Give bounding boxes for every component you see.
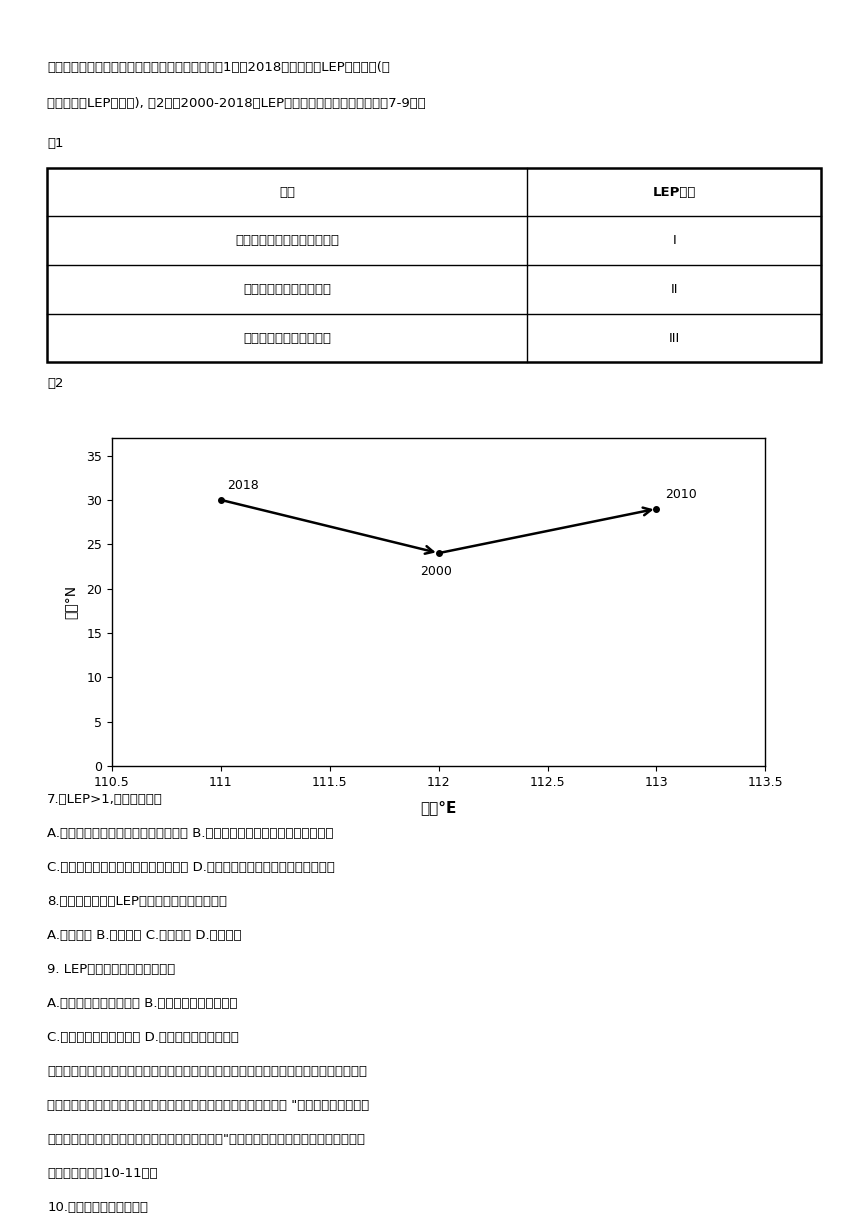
Text: III: III xyxy=(668,332,680,344)
Bar xyxy=(47,168,821,362)
Text: A.人均收入 B.机场数量 C.城市区位 D.经济水平: A.人均收入 B.机场数量 C.城市区位 D.经济水平 xyxy=(47,929,242,942)
Text: 图2: 图2 xyxy=(47,377,64,390)
Text: 以及民航运输在区域综合运输体系中的重要性。表1表示2018年部分城市LEP等级情况(等: 以及民航运输在区域综合运输体系中的重要性。表1表示2018年部分城市LEP等级情… xyxy=(47,61,390,74)
Text: A.民航运输在交通体系中没有相对优势 B.民航客运集聚程度高于全国平均水平: A.民航运输在交通体系中没有相对优势 B.民航客运集聚程度高于全国平均水平 xyxy=(47,827,334,840)
Text: 级越高表示LEP值越大), 图2表示2000-2018年LEP分布重心变化轨迹。据此完成7-9题。: 级越高表示LEP值越大), 图2表示2000-2018年LEP分布重心变化轨迹。… xyxy=(47,97,426,111)
Text: 中国古代诗人，感受四季交替和自然现象变化，写下很多关于气象物候知识的诗词。这: 中国古代诗人，感受四季交替和自然现象变化，写下很多关于气象物候知识的诗词。这 xyxy=(47,1065,367,1079)
Text: A.东部地区机场数量增多 B.西部地区公路里程增加: A.东部地区机场数量增多 B.西部地区公路里程增加 xyxy=(47,997,238,1010)
Y-axis label: 纬度°N: 纬度°N xyxy=(64,585,78,619)
Text: C.东部地区高铁网络完善 D.全国机场布局趋向均衡: C.东部地区高铁网络完善 D.全国机场布局趋向均衡 xyxy=(47,1031,239,1045)
Text: 2000: 2000 xyxy=(421,564,452,578)
Text: LEP等级: LEP等级 xyxy=(653,186,696,198)
Text: 乌鲁木齐、拉萨、广州、北京: 乌鲁木齐、拉萨、广州、北京 xyxy=(236,235,339,247)
Text: 现象。据此完成10-11题。: 现象。据此完成10-11题。 xyxy=(47,1167,158,1181)
Text: I: I xyxy=(673,235,676,247)
Text: 9. LEP分布重心迁移，主要因为: 9. LEP分布重心迁移，主要因为 xyxy=(47,963,175,976)
Text: 2010: 2010 xyxy=(665,488,697,501)
Text: 表1: 表1 xyxy=(47,137,64,151)
Text: II: II xyxy=(671,283,678,295)
Text: 成都、青岛、杭州、南京: 成都、青岛、杭州、南京 xyxy=(243,283,331,295)
Text: 7.若LEP>1,则表示该区域: 7.若LEP>1,则表示该区域 xyxy=(47,793,163,806)
Text: 天津、重庆、南宁、福州: 天津、重庆、南宁、福州 xyxy=(243,332,331,344)
Text: C.民航客运量超过其他交通方式客运量 D.民航客运量低于全国平均民航客运量: C.民航客运量超过其他交通方式客运量 D.民航客运量低于全国平均民航客运量 xyxy=(47,861,335,874)
Text: 花飞尽野梅酸。怪来一夜蛙声歇，又作东风十日寒"就记述了某种天气系统影响的一次天气: 花飞尽野梅酸。怪来一夜蛙声歇，又作东风十日寒"就记述了某种天气系统影响的一次天气 xyxy=(47,1133,366,1147)
Text: 2018: 2018 xyxy=(227,479,259,492)
Text: 8.乌鲁木齐、拉萨LEP等级高，主要影响因素为: 8.乌鲁木齐、拉萨LEP等级高，主要影响因素为 xyxy=(47,895,227,908)
Text: 城市: 城市 xyxy=(280,186,295,198)
Text: 些诗词揭示气象学规律，具有科学性和实用性。南宋诗人吴涛的诗句 "游子春衫已试单，桃: 些诗词揭示气象学规律，具有科学性和实用性。南宋诗人吴涛的诗句 "游子春衫已试单，… xyxy=(47,1099,370,1113)
Text: 10.诗句描写的季节发生在: 10.诗句描写的季节发生在 xyxy=(47,1201,148,1215)
X-axis label: 经度°E: 经度°E xyxy=(421,800,457,815)
